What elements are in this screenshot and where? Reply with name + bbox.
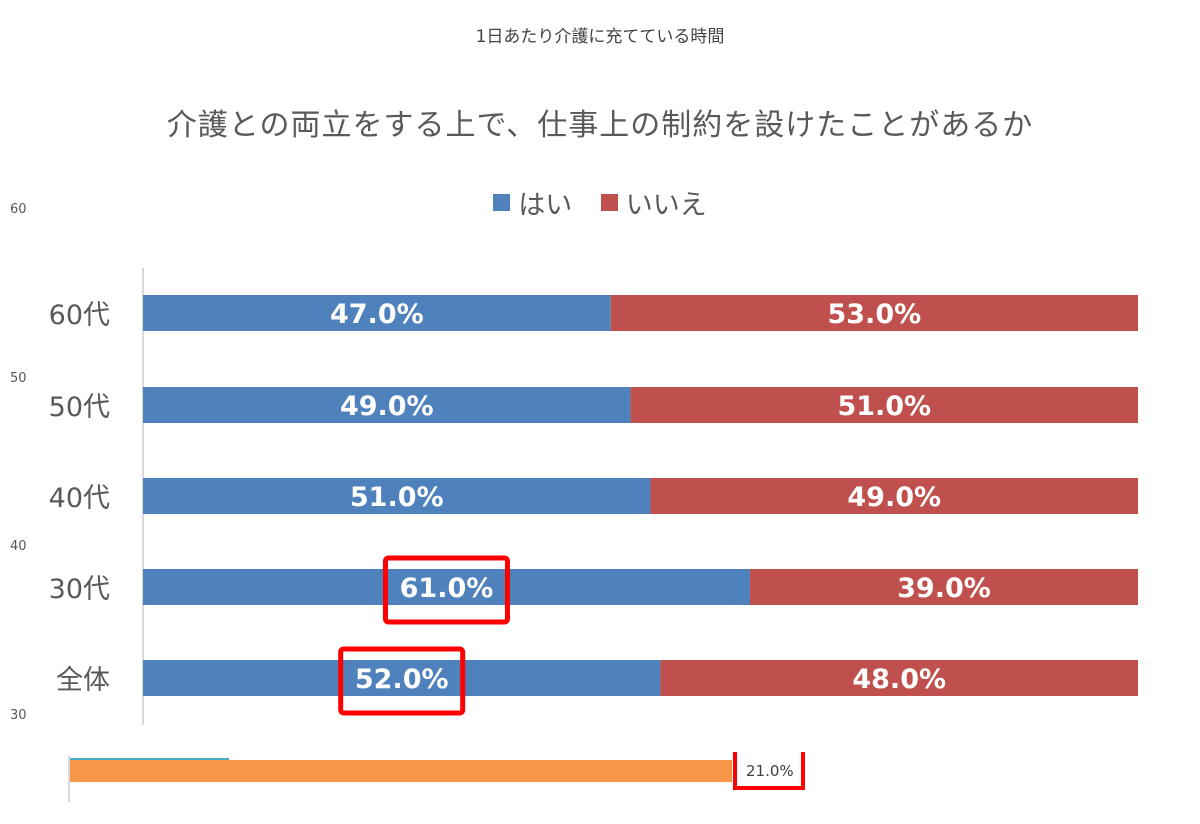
- bar-segment: [630, 387, 1138, 423]
- data-label: 49.0%: [847, 482, 941, 513]
- category-label: 全体: [56, 665, 110, 696]
- background-axis-line: [68, 756, 70, 802]
- background-tick-label: 50: [10, 371, 27, 386]
- bar-segment: [143, 295, 611, 331]
- background-tick-label: 40: [10, 539, 27, 554]
- bar-segment: [143, 569, 750, 605]
- data-label: 49.0%: [340, 391, 434, 422]
- data-label: 47.0%: [330, 299, 424, 330]
- bar-segment: [660, 660, 1138, 696]
- data-label: 52.0%: [355, 664, 449, 695]
- data-label: 61.0%: [400, 573, 494, 604]
- category-label: 60代: [49, 300, 110, 331]
- background-bar-orange: [70, 760, 732, 782]
- background-tick-label: 30: [10, 708, 27, 723]
- chart-title: 介護との両立をする上で、仕事上の制約を設けたことがあるか: [166, 108, 1034, 143]
- data-label: 53.0%: [827, 299, 921, 330]
- background-chart-title: 1日あたり介護に充てている時間: [475, 27, 725, 47]
- legend-label-no: いいえ: [625, 190, 707, 221]
- data-label: 51.0%: [350, 482, 444, 513]
- bar-segment: [143, 660, 661, 696]
- bar-segment: [143, 387, 631, 423]
- bar-segment: [650, 478, 1138, 514]
- legend-swatch-no: [600, 194, 618, 211]
- data-label: 39.0%: [897, 573, 991, 604]
- legend-swatch-yes: [493, 194, 511, 211]
- chart-legend: はい いいえ: [0, 183, 1200, 222]
- highlight-box: [382, 555, 510, 625]
- legend-label-yes: はい: [518, 190, 573, 221]
- legend-item-no: いいえ: [600, 183, 707, 222]
- bar-segment: [610, 295, 1138, 331]
- background-bar-label: 21.0%: [746, 762, 794, 780]
- highlight-box: [338, 646, 466, 716]
- category-label: 50代: [49, 392, 110, 423]
- category-label: 30代: [49, 574, 110, 605]
- bar-segment: [749, 569, 1138, 605]
- category-label: 40代: [49, 483, 110, 514]
- background-tick-label: 60: [10, 202, 27, 217]
- data-label: 48.0%: [852, 664, 946, 695]
- legend-item-yes: はい: [493, 183, 572, 222]
- bar-segment: [143, 478, 651, 514]
- data-label: 51.0%: [837, 391, 931, 422]
- background-highlight-box: [733, 752, 805, 790]
